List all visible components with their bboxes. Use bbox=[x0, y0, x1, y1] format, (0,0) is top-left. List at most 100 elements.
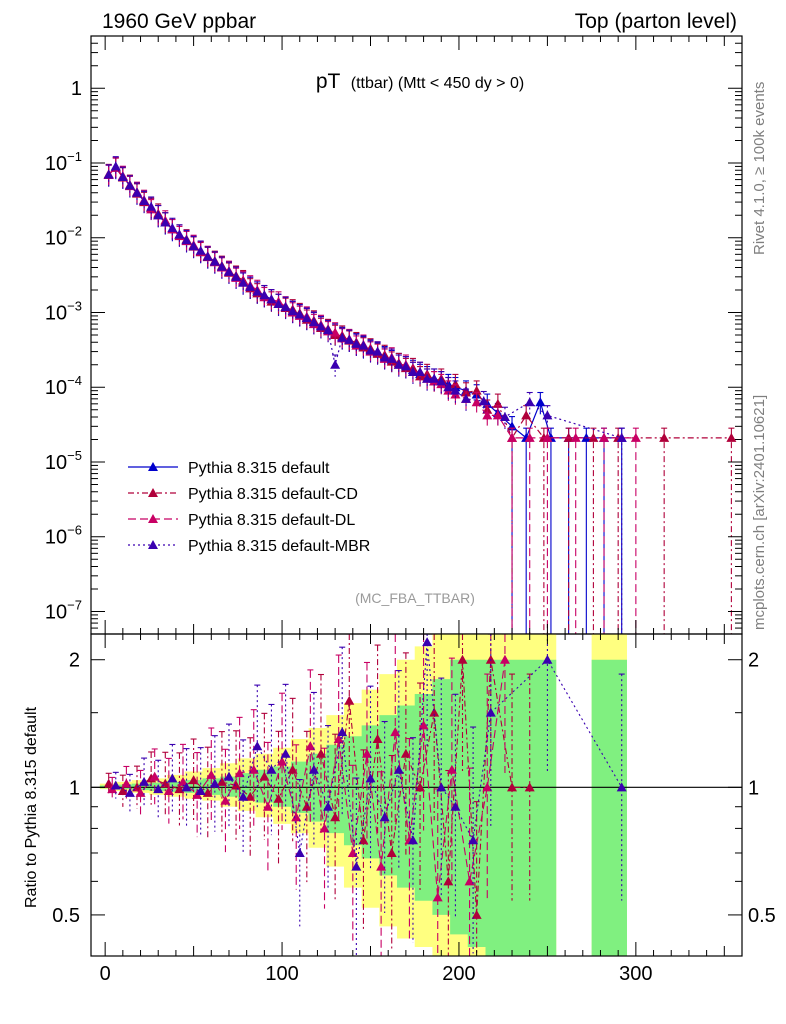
series-line bbox=[108, 167, 732, 440]
data-point bbox=[174, 229, 185, 239]
ratio-data-point bbox=[262, 801, 273, 811]
analysis-watermark: (MC_FBA_TTBAR) bbox=[355, 590, 475, 606]
data-point bbox=[160, 217, 171, 227]
data-point bbox=[471, 397, 482, 407]
ratio-data-point bbox=[294, 847, 305, 857]
ratio-data-point bbox=[333, 734, 344, 744]
data-point bbox=[223, 266, 234, 276]
ratio-data-point bbox=[379, 812, 390, 822]
ratio-data-point bbox=[323, 801, 334, 811]
ratio-y-tick-label-right: 0.5 bbox=[748, 905, 776, 927]
ratio-axes: 0.5 0.5 1 1 2 2 0 100 200 300 bbox=[52, 634, 776, 985]
ratio-plot-area bbox=[91, 634, 742, 956]
ratio-data-point bbox=[220, 795, 231, 805]
main-plot-area bbox=[103, 156, 737, 634]
data-point bbox=[216, 261, 227, 271]
legend-label: Pythia 8.315 default bbox=[188, 460, 330, 477]
data-point bbox=[301, 313, 312, 323]
ratio-data-point bbox=[245, 791, 256, 801]
ratio-data-point bbox=[372, 734, 383, 744]
y-tick-exponent: −1 bbox=[67, 149, 82, 164]
mcplots-label: mcplots.cern.ch [arXiv:2401.10621] bbox=[751, 395, 768, 630]
data-point bbox=[139, 196, 150, 206]
data-point bbox=[188, 241, 199, 251]
data-point bbox=[146, 201, 157, 211]
ratio-y-tick-label-left: 1 bbox=[69, 777, 80, 799]
data-point bbox=[294, 309, 305, 319]
main-title: pT (ttbar) (Mtt < 450 dy > 0) bbox=[316, 70, 524, 93]
ratio-data-point bbox=[266, 764, 277, 774]
y-tick-label: 10−3 bbox=[45, 298, 82, 324]
ratio-data-point bbox=[149, 771, 160, 781]
data-point bbox=[167, 223, 178, 233]
data-point bbox=[630, 432, 641, 442]
ratio-y-tick-label-left: 2 bbox=[69, 650, 80, 672]
legend-marker bbox=[148, 488, 158, 497]
ratio-data-point bbox=[499, 654, 510, 664]
y-tick-exponent: −5 bbox=[67, 448, 82, 463]
data-point bbox=[153, 210, 164, 220]
ratio-data-point bbox=[277, 756, 288, 766]
data-point bbox=[195, 245, 206, 255]
ratio-data-point bbox=[542, 654, 553, 664]
ratio-data-point bbox=[443, 876, 454, 886]
ratio-data-point bbox=[291, 812, 302, 822]
ratio-data-point bbox=[248, 764, 259, 774]
data-point bbox=[103, 169, 114, 179]
data-point bbox=[482, 410, 493, 420]
data-point bbox=[266, 294, 277, 304]
x-tick-label: 300 bbox=[619, 963, 652, 985]
data-point bbox=[280, 302, 291, 312]
x-tick-label: 100 bbox=[265, 963, 298, 985]
ratio-data-point bbox=[280, 748, 291, 758]
data-point bbox=[365, 345, 376, 355]
ratio-data-point bbox=[139, 776, 150, 786]
data-point bbox=[492, 410, 503, 420]
ratio-data-point bbox=[482, 782, 493, 792]
ratio-data-point bbox=[393, 764, 404, 774]
ratio-data-point bbox=[418, 720, 429, 730]
series-group bbox=[103, 157, 737, 634]
ratio-data-point bbox=[195, 786, 206, 796]
data-point bbox=[659, 432, 670, 442]
ratio-data-point bbox=[163, 786, 174, 796]
ratio-data-point bbox=[252, 741, 263, 751]
data-point bbox=[273, 298, 284, 308]
data-point bbox=[616, 432, 627, 442]
data-point bbox=[599, 432, 610, 442]
data-point bbox=[323, 325, 334, 335]
ratio-data-point bbox=[121, 778, 132, 788]
data-point bbox=[117, 171, 128, 181]
ratio-panel: 0.5 0.5 1 1 2 2 0 100 200 300 Ratio to Pythia 8.3… bbox=[23, 633, 776, 985]
data-point bbox=[344, 334, 355, 344]
ratio-data-point bbox=[287, 764, 298, 774]
legend-marker bbox=[148, 462, 158, 471]
ratio-y-axis-label: Ratio to Pythia 8.315 default bbox=[23, 706, 40, 908]
ratio-series-group bbox=[107, 634, 510, 956]
series-line bbox=[108, 166, 636, 439]
ratio-data-point bbox=[407, 835, 418, 845]
ratio-data-point bbox=[315, 748, 326, 758]
data-point bbox=[245, 281, 256, 291]
data-point bbox=[330, 327, 341, 337]
ratio-data-point bbox=[273, 793, 284, 803]
ratio-data-point bbox=[361, 748, 372, 758]
data-point bbox=[231, 271, 242, 281]
ratio-y-tick-label-right: 1 bbox=[748, 777, 759, 799]
ratio-data-point bbox=[337, 727, 348, 737]
ratio-data-point bbox=[471, 909, 482, 919]
legend-label: Pythia 8.315 default-MBR bbox=[188, 538, 370, 555]
y-tick-label: 10−2 bbox=[45, 224, 82, 250]
ratio-data-point bbox=[524, 782, 535, 792]
legend-marker bbox=[148, 540, 158, 549]
ratio-data-point bbox=[616, 782, 627, 792]
ratio-data-point bbox=[390, 727, 401, 737]
ratio-data-point bbox=[167, 773, 178, 783]
y-tick-exponent: −6 bbox=[67, 523, 82, 538]
ratio-data-point bbox=[223, 771, 234, 781]
ratio-series-group bbox=[103, 634, 535, 956]
ratio-data-point bbox=[153, 784, 164, 794]
header-energy-label: 1960 GeV ppbar bbox=[102, 10, 256, 33]
data-point bbox=[351, 338, 362, 348]
